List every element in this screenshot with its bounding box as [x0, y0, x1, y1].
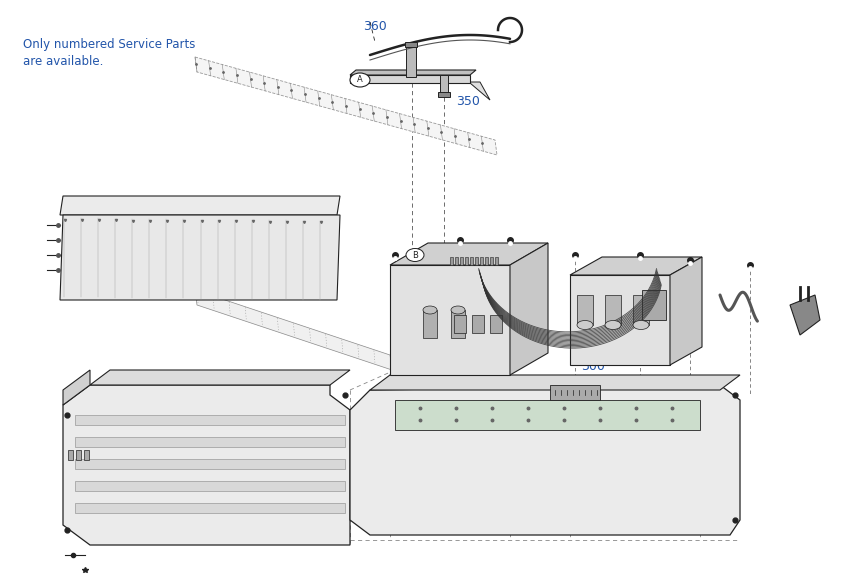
Polygon shape — [75, 415, 345, 425]
Ellipse shape — [406, 248, 424, 262]
Polygon shape — [63, 385, 350, 545]
Polygon shape — [454, 315, 466, 333]
Polygon shape — [485, 257, 488, 265]
Polygon shape — [75, 481, 345, 491]
Text: 200: 200 — [388, 365, 412, 378]
Ellipse shape — [423, 306, 437, 314]
Polygon shape — [60, 215, 340, 300]
Ellipse shape — [633, 321, 649, 329]
Polygon shape — [475, 257, 478, 265]
Text: A: A — [357, 75, 363, 85]
Polygon shape — [790, 295, 820, 335]
Polygon shape — [350, 75, 470, 83]
Ellipse shape — [577, 321, 593, 329]
Polygon shape — [670, 257, 702, 365]
Polygon shape — [75, 459, 345, 469]
Text: 360: 360 — [363, 20, 386, 33]
Polygon shape — [63, 370, 90, 405]
Polygon shape — [577, 295, 593, 325]
Polygon shape — [510, 243, 548, 375]
Polygon shape — [605, 295, 621, 325]
Polygon shape — [84, 450, 89, 460]
Polygon shape — [642, 290, 666, 320]
Polygon shape — [350, 70, 476, 75]
Polygon shape — [570, 257, 702, 275]
Polygon shape — [438, 92, 450, 97]
Polygon shape — [495, 257, 498, 265]
Polygon shape — [465, 257, 468, 265]
Polygon shape — [570, 275, 670, 365]
Polygon shape — [490, 315, 502, 333]
Polygon shape — [450, 257, 453, 265]
Ellipse shape — [451, 306, 465, 314]
Polygon shape — [395, 400, 700, 430]
Polygon shape — [423, 310, 437, 338]
Polygon shape — [451, 310, 465, 338]
Polygon shape — [490, 257, 493, 265]
Text: Only numbered Service Parts
are available.: Only numbered Service Parts are availabl… — [23, 38, 195, 68]
Polygon shape — [75, 437, 345, 447]
Polygon shape — [470, 257, 473, 265]
Polygon shape — [350, 385, 740, 535]
Polygon shape — [455, 257, 458, 265]
Polygon shape — [390, 243, 548, 265]
Polygon shape — [550, 385, 600, 400]
Polygon shape — [460, 257, 463, 265]
Text: 300: 300 — [581, 360, 605, 373]
Text: 350: 350 — [456, 95, 480, 108]
Text: B: B — [412, 251, 418, 259]
Polygon shape — [472, 315, 484, 333]
Polygon shape — [405, 42, 417, 47]
Polygon shape — [390, 265, 510, 375]
Polygon shape — [633, 295, 649, 325]
Polygon shape — [195, 57, 497, 155]
Polygon shape — [195, 290, 392, 370]
Polygon shape — [75, 503, 345, 513]
Polygon shape — [68, 450, 73, 460]
Ellipse shape — [350, 73, 370, 87]
Polygon shape — [370, 375, 740, 390]
Polygon shape — [355, 82, 490, 100]
Polygon shape — [60, 196, 340, 215]
Polygon shape — [480, 257, 483, 265]
Ellipse shape — [605, 321, 621, 329]
Polygon shape — [440, 75, 448, 95]
Polygon shape — [76, 450, 81, 460]
Polygon shape — [90, 370, 350, 385]
Polygon shape — [406, 45, 416, 77]
